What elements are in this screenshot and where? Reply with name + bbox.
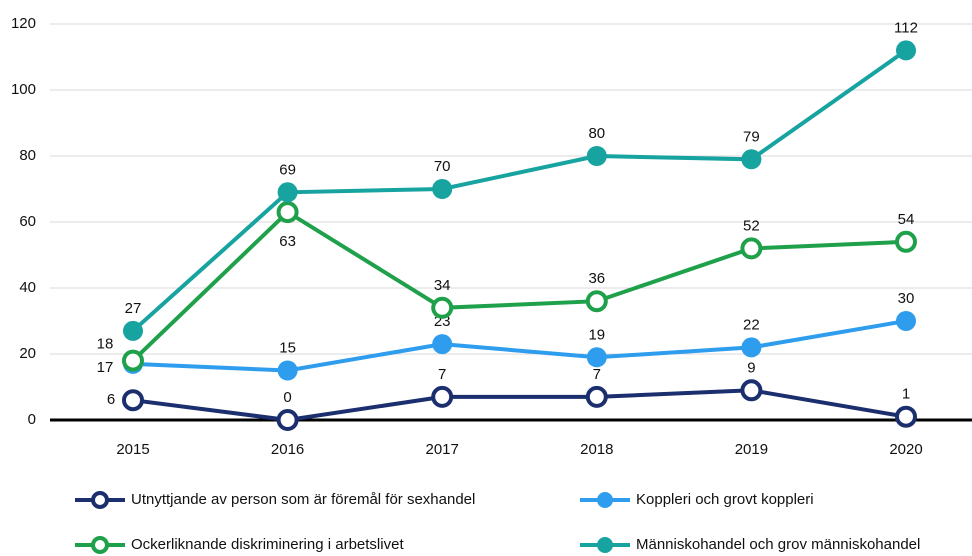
legend-marker xyxy=(91,536,109,554)
data-label: 7 xyxy=(593,366,601,383)
data-point xyxy=(431,385,454,408)
legend-marker xyxy=(597,537,613,553)
data-point xyxy=(740,379,763,402)
data-point xyxy=(432,334,453,355)
data-point xyxy=(277,360,298,381)
data-label: 70 xyxy=(434,158,451,175)
data-label: 63 xyxy=(279,233,296,250)
x-tick-label: 2016 xyxy=(271,441,304,458)
data-point xyxy=(122,389,144,412)
x-tick-label: 2017 xyxy=(426,441,459,458)
data-point xyxy=(896,311,916,331)
series-line xyxy=(132,319,907,373)
series-line xyxy=(131,48,908,333)
data-label: 36 xyxy=(588,270,605,287)
data-point xyxy=(896,40,916,61)
legend-marker xyxy=(91,491,109,509)
data-label: 19 xyxy=(588,326,605,343)
data-label: 80 xyxy=(588,125,605,142)
data-point xyxy=(895,230,917,253)
data-point xyxy=(432,179,453,199)
series-line xyxy=(132,388,907,423)
data-label: 112 xyxy=(894,19,918,36)
y-tick-label: 120 xyxy=(11,15,36,32)
data-point xyxy=(123,320,143,341)
data-label: 1 xyxy=(902,386,910,403)
data-label: 30 xyxy=(898,290,915,307)
data-label: 0 xyxy=(283,389,291,406)
legend-label: Utnyttjande av person som är föremål för… xyxy=(131,491,475,508)
x-tick-label: 2020 xyxy=(889,441,922,458)
data-point xyxy=(122,349,144,372)
data-label: 27 xyxy=(125,300,142,317)
x-tick-label: 2019 xyxy=(735,441,768,458)
data-label: 52 xyxy=(743,217,760,234)
data-label: 22 xyxy=(743,316,760,333)
legend-label: Människohandel och grov människohandel xyxy=(636,536,920,553)
data-label: 34 xyxy=(434,277,451,294)
y-tick-label: 40 xyxy=(19,279,36,296)
y-tick-label: 60 xyxy=(19,213,36,230)
y-tick-label: 100 xyxy=(11,81,36,98)
x-tick-label: 2015 xyxy=(116,441,149,458)
data-point xyxy=(741,337,762,358)
data-point xyxy=(586,146,607,166)
data-point xyxy=(277,182,298,203)
y-tick-label: 80 xyxy=(19,147,36,164)
y-tick-label: 20 xyxy=(19,345,36,362)
data-point xyxy=(431,296,454,319)
data-label: 15 xyxy=(279,339,296,356)
data-point xyxy=(895,405,917,428)
legend-label: Ockerliknande diskriminering i arbetsliv… xyxy=(131,536,404,553)
data-label: 9 xyxy=(747,359,755,376)
data-point xyxy=(585,290,608,313)
data-label: 17 xyxy=(97,359,114,376)
data-point xyxy=(740,237,763,260)
x-tick-label: 2018 xyxy=(580,441,613,458)
legend-marker xyxy=(597,492,613,508)
data-point xyxy=(276,409,299,431)
data-point xyxy=(276,201,299,224)
data-label: 7 xyxy=(438,366,446,383)
data-point xyxy=(741,149,762,170)
data-label: 69 xyxy=(279,161,296,178)
y-tick-label: 0 xyxy=(28,411,36,428)
data-point xyxy=(586,347,607,368)
data-label: 54 xyxy=(898,211,915,228)
data-label: 6 xyxy=(107,391,115,408)
data-point xyxy=(585,385,608,408)
series-line xyxy=(131,209,907,363)
data-label: 18 xyxy=(97,336,114,353)
data-label: 79 xyxy=(743,128,760,145)
legend-label: Koppleri och grovt koppleri xyxy=(636,491,814,508)
